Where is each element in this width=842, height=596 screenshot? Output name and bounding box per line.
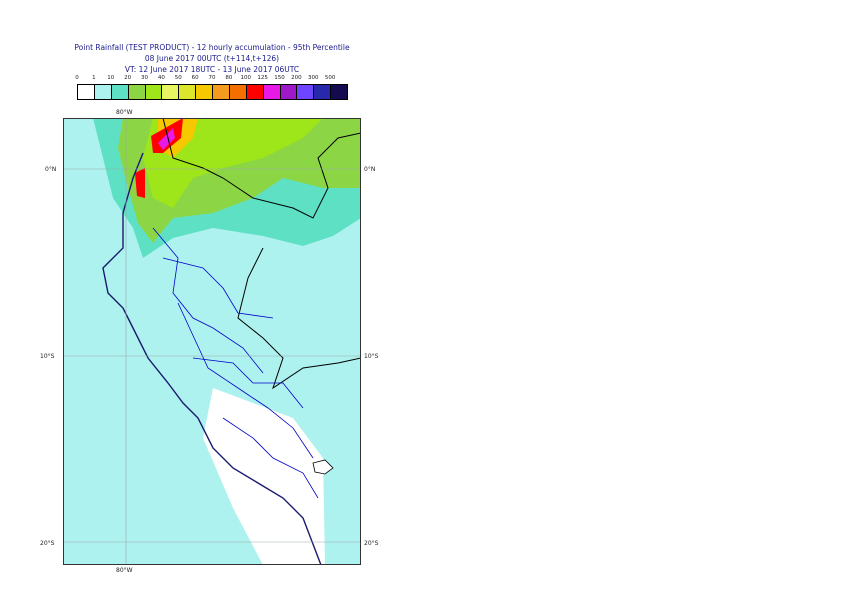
validity-time: VT: 12 June 2017 18UTC - 13 June 2017 06…: [124, 65, 300, 74]
legend-threshold-label: 50: [174, 75, 182, 81]
legend-swatch: [279, 84, 298, 100]
map-frame: [63, 118, 361, 565]
legend-swatch: [110, 84, 129, 100]
legend-threshold-label: 500: [324, 75, 336, 81]
legend-threshold-label: 100: [240, 75, 252, 81]
legend-swatch: [161, 84, 180, 100]
legend-threshold-label: 200: [291, 75, 302, 81]
legend-threshold-label: 300: [308, 75, 319, 81]
legend-threshold-label: 70: [208, 75, 216, 81]
legend-swatch: [330, 84, 348, 100]
legend-swatch: [262, 84, 281, 100]
color-legend: 0 1 10 20 30 40 50 60 70 80 100 125 150 200 300 500: [75, 75, 348, 103]
legend-threshold-label: 20: [124, 75, 132, 81]
legend-threshold-label: 125: [257, 75, 268, 81]
border-east: [237, 247, 362, 390]
lon-label-top: 80°W: [116, 109, 133, 116]
rain-band-125: [158, 128, 175, 150]
legend-swatch: [77, 84, 95, 100]
lat-label-right-0: 0°N: [364, 166, 376, 173]
border-north: [162, 117, 362, 219]
legend-threshold-label: 30: [141, 75, 148, 81]
legend-threshold-label: 150: [274, 75, 285, 81]
legend-swatch: [245, 84, 264, 100]
lat-label-left-20: 20°S: [40, 540, 55, 547]
legend-swatch: [195, 84, 213, 100]
legend-threshold-label: 60: [191, 75, 199, 81]
legend-swatch: [313, 84, 332, 100]
admin-boundaries: [152, 227, 319, 499]
legend-threshold-label: 40: [157, 75, 165, 81]
lat-label-left-0: 0°N: [45, 166, 57, 173]
map-svg: [63, 117, 362, 566]
graticule: [63, 118, 361, 565]
rain-cell-coast: [135, 168, 145, 198]
lat-label-right-20: 20°S: [364, 540, 379, 547]
legend-swatch: [212, 84, 230, 100]
legend-swatch: [296, 84, 315, 100]
lat-label-left-10: 10°S: [40, 353, 55, 360]
legend-threshold-label: 1: [92, 75, 96, 81]
dry-zone: [203, 388, 325, 565]
rainfall-map: [63, 117, 362, 566]
coastline: [102, 152, 322, 566]
legend-swatch: [228, 84, 247, 100]
legend-swatch: [144, 84, 163, 100]
legend-threshold-label: 0: [75, 75, 79, 81]
legend-swatch: [93, 84, 112, 100]
run-time: 08 June 2017 00UTC (t+114,t+126): [144, 54, 280, 63]
lake: [312, 459, 334, 475]
legend-threshold-label: 10: [107, 75, 115, 81]
chart-title: Point Rainfall (TEST PRODUCT) - 12 hourl…: [74, 43, 350, 52]
legend-threshold-label: 80: [225, 75, 233, 81]
lon-label-bottom: 80°W: [116, 567, 133, 574]
legend-swatch: [178, 84, 197, 100]
lat-label-right-10: 10°S: [364, 353, 379, 360]
legend-swatch: [127, 84, 146, 100]
